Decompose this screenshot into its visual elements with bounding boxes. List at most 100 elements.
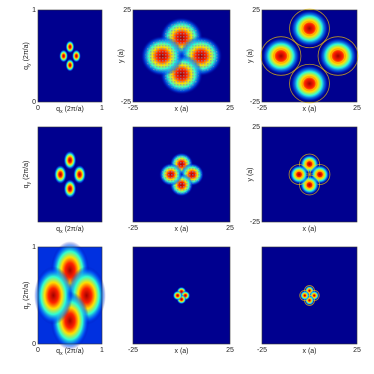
fringe-ring — [309, 164, 331, 185]
axis-label: qy(2π/a) — [23, 161, 32, 189]
intensity-lobe — [65, 40, 75, 54]
lattice-texture — [161, 165, 181, 184]
fringe-ring — [289, 63, 330, 104]
y-tick-label: 25 — [123, 7, 131, 14]
axis-label: x (a) — [303, 106, 317, 113]
fringe-ring — [316, 170, 324, 179]
heatmap-background — [262, 127, 357, 222]
y-tick-label: 0 — [32, 99, 36, 106]
label-unit: (2π/a) — [23, 282, 30, 301]
panel-frame — [132, 126, 231, 223]
y-tick-label: 0 — [32, 341, 36, 348]
intensity-lobe — [71, 49, 81, 63]
x-tick-label: 1 — [100, 105, 104, 112]
axis-label: qx (2π/a) — [56, 226, 84, 235]
label-symbol: q — [56, 348, 60, 355]
fringe-ring — [273, 49, 289, 63]
fringe-ring — [267, 42, 295, 70]
label-symbol: q — [23, 66, 30, 70]
fringe-ring — [312, 167, 328, 182]
y-tick-label: -25 — [250, 99, 260, 106]
label-subscript: x — [60, 351, 63, 357]
label-subscript: x — [60, 109, 63, 115]
panel-frame — [37, 246, 103, 345]
label-symbol: q — [56, 226, 60, 233]
label-unit: (2π/a) — [65, 226, 84, 233]
axis-label: y (a) — [118, 49, 125, 63]
panel-frame — [261, 246, 358, 345]
fringe-ring — [324, 42, 352, 70]
intensity-lobe — [63, 179, 77, 199]
axis-label: qy (2π/a) — [23, 42, 32, 70]
fringe-ring — [295, 15, 324, 42]
x-tick-label: -25 — [128, 225, 138, 232]
axis-label: x (a) — [175, 106, 189, 113]
panel-frame — [132, 246, 231, 345]
fringe-ring — [299, 153, 320, 175]
label-subscript: y — [26, 63, 32, 66]
panel: -25 25 x (a) — [257, 246, 361, 355]
fringe-ring — [307, 288, 312, 293]
panel: 100 1qx (2π/a)qy(2π/a) — [23, 241, 106, 357]
label-subscript: x — [60, 229, 63, 235]
label-symbol: q — [23, 305, 30, 309]
fringe-ring — [260, 36, 302, 76]
panel-frame — [261, 126, 358, 223]
label-subscript: y — [26, 181, 32, 184]
axis-label: y (a) — [247, 49, 254, 63]
panel: -25 25 x (a) — [128, 126, 234, 233]
fringe-ring — [302, 177, 317, 193]
intensity-lobe — [34, 266, 73, 325]
axis-label: y (a) — [247, 168, 254, 182]
intensity-lobe — [59, 49, 69, 63]
label-subscript: y — [26, 302, 32, 305]
fringe-ring — [317, 36, 359, 76]
panel: 25 -25-25 25 x (a) y (a) — [247, 7, 361, 113]
y-tick-label: -25 — [250, 219, 260, 226]
x-tick-label: 25 — [226, 105, 234, 112]
axis-label: x (a) — [175, 226, 189, 233]
label-symbol: q — [23, 184, 30, 188]
x-tick-label: -25 — [128, 347, 138, 354]
intensity-lobe — [63, 150, 77, 170]
fringe-ring — [307, 298, 312, 303]
fringe-ring — [302, 157, 317, 172]
fringe-ring — [288, 164, 310, 185]
fringe-ring — [302, 21, 317, 36]
y-tick-label: 1 — [32, 244, 36, 251]
fringe-ring — [295, 170, 303, 179]
heatmap-background — [38, 10, 102, 102]
fringe-ring — [305, 160, 314, 168]
panel-frame — [261, 9, 358, 103]
x-tick-label: -25 — [257, 347, 267, 354]
panel: qx (2π/a)qy(2π/a) — [23, 126, 103, 235]
axis-label: qx (2π/a) — [56, 348, 84, 357]
axis-label: qy(2π/a) — [23, 282, 32, 310]
x-tick-label: 0 — [36, 347, 40, 354]
panel: 25 -25-25 25 x (a) y (a) — [118, 7, 234, 113]
axis-label: x (a) — [303, 226, 317, 233]
x-tick-label: 25 — [353, 105, 361, 112]
label-unit: (2π/a) — [23, 161, 30, 180]
y-tick-label: 25 — [252, 7, 260, 14]
y-tick-label: 1 — [32, 7, 36, 14]
label-unit: (2π/a) — [65, 106, 84, 113]
panel-frame — [37, 9, 103, 103]
x-tick-label: -25 — [257, 105, 267, 112]
fringe-ring — [330, 49, 346, 63]
fringe-ring — [299, 290, 311, 301]
intensity-lobe — [172, 290, 183, 301]
lattice-texture — [145, 39, 180, 73]
x-tick-label: 0 — [36, 105, 40, 112]
label-unit: (2π/a) — [65, 348, 84, 355]
fringe-ring — [291, 167, 307, 182]
panel-frame — [132, 9, 231, 103]
panel-grid: 100 1qx (2π/a)qy(2π/a)25-25-25 25x (a)y (a)… — [23, 7, 361, 357]
intensity-lobe — [54, 165, 67, 184]
y-tick-label: 25 — [252, 124, 260, 131]
x-tick-label: 25 — [226, 225, 234, 232]
fringe-ring — [302, 293, 307, 298]
label-unit: (2π/a) — [23, 42, 30, 61]
panel: 100 1qx (2π/a)qy(2π/a) — [23, 7, 104, 115]
